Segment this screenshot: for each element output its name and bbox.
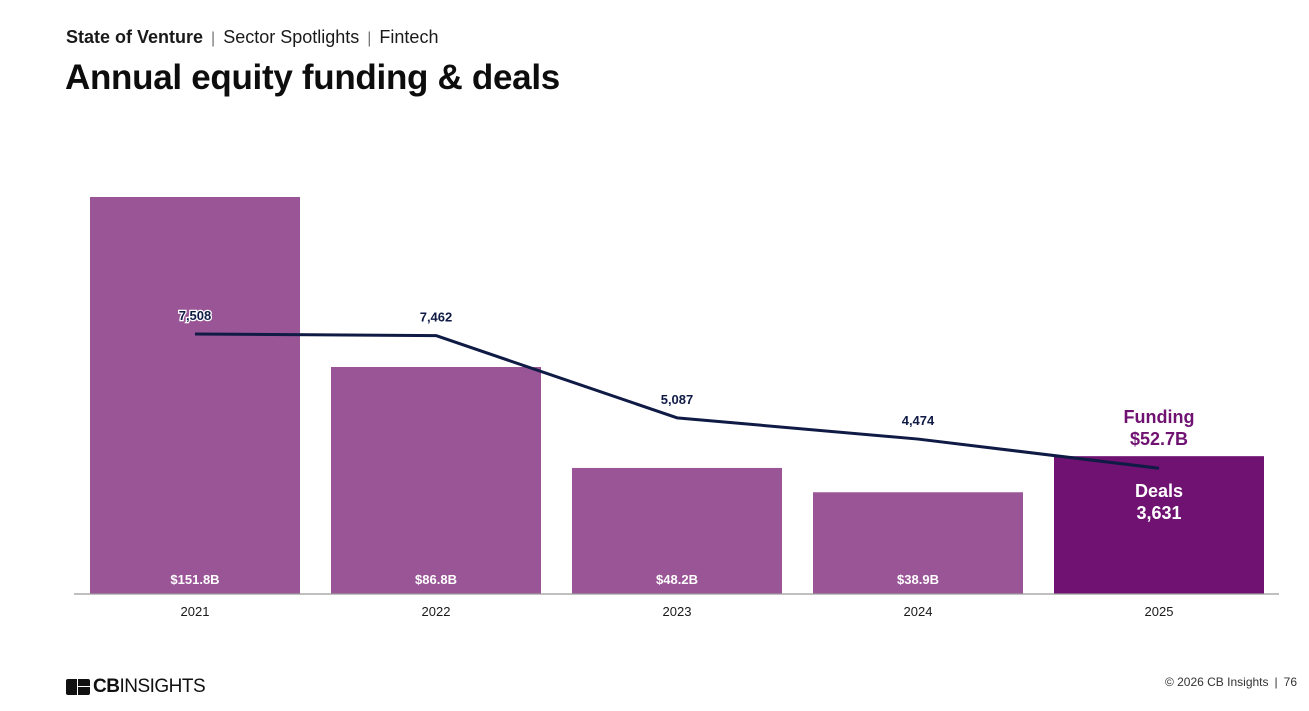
x-tick-2024: 2024 (904, 604, 933, 619)
bar-label-2022: $86.8B (415, 572, 457, 587)
x-tick-2022: 2022 (422, 604, 451, 619)
bar-2021 (90, 197, 300, 594)
breadcrumb-separator: | (211, 30, 216, 47)
logo-text-cb: CB (93, 676, 120, 697)
deals-label-2022: 7,462 (420, 310, 453, 325)
bar-2024 (813, 492, 1023, 594)
highlight-deals-label: Deals (1135, 481, 1183, 501)
logo-text-insights: INSIGHTS (119, 676, 206, 697)
bar-label-2023: $48.2B (656, 572, 698, 587)
bar-2022 (331, 366, 541, 594)
deals-label-2021: 7,508 (179, 308, 212, 323)
highlight-funding-value: $52.7B (1130, 429, 1188, 449)
breadcrumb-section: Sector Spotlights (223, 27, 360, 47)
breadcrumb-sector: Fintech (379, 27, 439, 47)
footer-copyright: © 2026 CB Insights | 76 (1165, 675, 1297, 689)
bar-label-2021: $151.8B (170, 572, 219, 587)
line-labels-layer: 7,508 7,462 5,087 4,474 (177, 307, 935, 428)
xticks-layer: 2021 2022 2023 2024 2025 (181, 604, 1174, 619)
footer-separator: | (1274, 675, 1278, 689)
cb-logo-icon (66, 679, 90, 695)
bar-2023 (572, 467, 782, 594)
line-layer (194, 332, 1160, 470)
x-tick-2021: 2021 (181, 604, 210, 619)
bars-layer (90, 197, 1264, 594)
page-number: 76 (1283, 675, 1297, 689)
bar-2025 (1054, 456, 1264, 594)
page-title: Annual equity funding & deals (65, 58, 560, 97)
breadcrumb: State of Venture | Sector Spotlights | Finte… (66, 27, 438, 48)
bar-label-2024: $38.9B (897, 572, 939, 587)
breadcrumb-separator: | (367, 30, 372, 47)
copyright-text: © 2026 CB Insights (1164, 675, 1269, 689)
breadcrumb-report: State of Venture (66, 27, 204, 47)
highlight-deals-value: 3,631 (1136, 503, 1181, 523)
x-tick-2023: 2023 (663, 604, 692, 619)
highlight-funding-label: Funding (1124, 407, 1195, 427)
cb-insights-logo: CBINSIGHTS (66, 676, 206, 698)
deals-label-2024: 4,474 (902, 413, 935, 428)
x-tick-2025: 2025 (1145, 604, 1174, 619)
deals-label-2023: 5,087 (661, 392, 694, 407)
bar-labels-layer: $151.8B $86.8B $48.2B $38.9B (170, 572, 939, 587)
